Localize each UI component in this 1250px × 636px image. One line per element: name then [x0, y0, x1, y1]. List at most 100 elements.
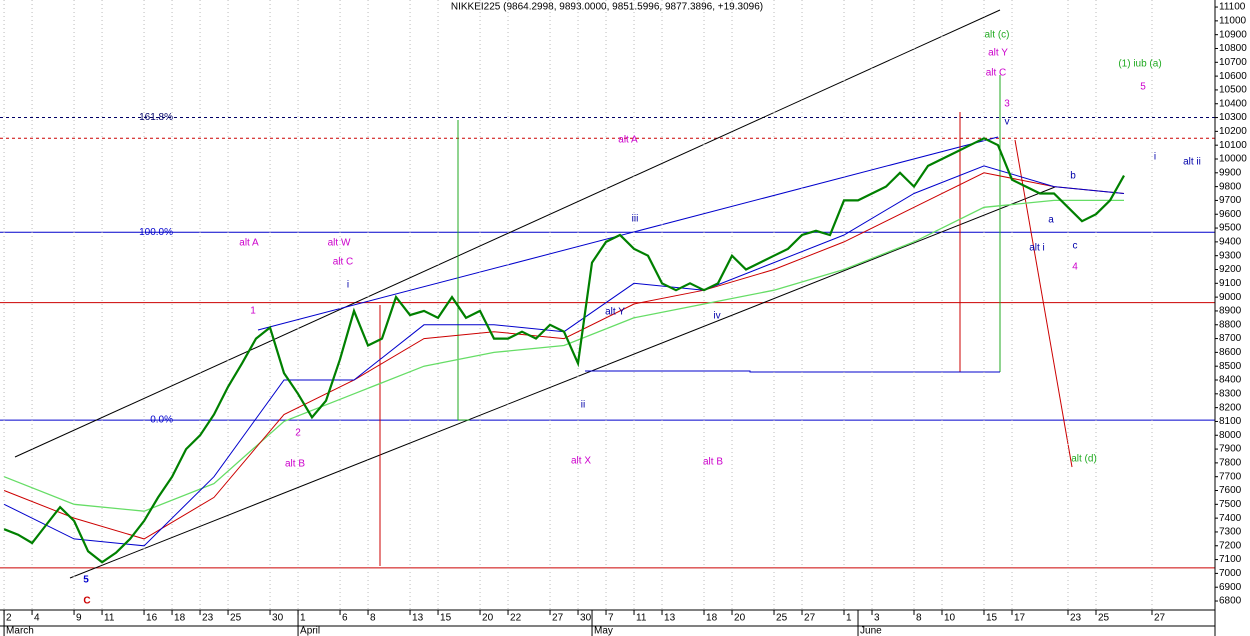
y-tick-label: 10200	[1219, 126, 1247, 137]
y-tick-label: 10800	[1219, 43, 1247, 54]
y-tick-label: 10000	[1219, 154, 1247, 165]
wave-label: iii	[632, 214, 639, 225]
x-tick-label: 15	[440, 613, 452, 624]
level-label: 161.8%	[139, 112, 173, 123]
level-label: 0.0%	[150, 415, 173, 426]
x-tick-label: 23	[202, 613, 214, 624]
y-tick-label: 10400	[1219, 98, 1247, 109]
x-tick-label: 25	[230, 613, 242, 624]
y-tick-label: 7200	[1219, 540, 1242, 551]
wave-label: alt A	[618, 135, 638, 146]
x-tick-label: 18	[706, 613, 718, 624]
y-tick-label: 7000	[1219, 568, 1242, 579]
drawn-lines	[14, 9, 1073, 579]
chart-title: NIKKEI225 (9864.2998, 9893.0000, 9851.59…	[451, 2, 763, 13]
support-line	[585, 370, 1000, 373]
x-tick-label: 25	[776, 613, 788, 624]
x-tick-label: 1	[846, 613, 852, 624]
y-tick-label: 10100	[1219, 140, 1247, 151]
wave-label: alt C	[333, 257, 354, 268]
wave-label: alt B	[285, 459, 305, 470]
x-tick-label: 8	[370, 613, 376, 624]
wave-label: alt (d)	[1071, 454, 1097, 465]
wave-label: i	[1154, 152, 1156, 163]
x-tick-label: 30	[580, 613, 592, 624]
level-label: 100.0%	[139, 227, 173, 238]
x-tick-label: 11	[104, 613, 115, 624]
wave-label: b	[1070, 171, 1076, 182]
x-tick-label: 15	[986, 613, 998, 624]
y-tick-label: 7400	[1219, 513, 1242, 524]
wave-label: alt A	[239, 238, 259, 249]
y-tick-label: 9600	[1219, 209, 1242, 220]
wave-label: 4	[1072, 262, 1078, 273]
x-tick-label: 13	[412, 613, 424, 624]
y-tick-label: 8900	[1219, 306, 1242, 317]
wave-label: c	[1073, 241, 1078, 252]
y-tick-label: 9700	[1219, 195, 1242, 206]
price-line	[3, 172, 1125, 540]
y-tick-label: 11000	[1219, 15, 1247, 26]
y-tick-label: 8800	[1219, 319, 1242, 330]
wave-label: alt C	[986, 68, 1007, 79]
x-tick-label: 22	[510, 613, 522, 624]
channel-lower	[69, 186, 1056, 579]
y-tick-label: 10300	[1219, 112, 1247, 123]
wave-label: ii	[581, 400, 585, 411]
wave-label: v	[1005, 117, 1010, 128]
x-tick-label: 10	[944, 613, 956, 624]
y-tick-label: 7800	[1219, 458, 1242, 469]
wave-label: alt Y	[988, 48, 1008, 59]
month-label: March	[6, 626, 34, 636]
wave-label: alt i	[1029, 243, 1045, 254]
x-tick-label: 3	[874, 613, 880, 624]
x-tick-label: 20	[734, 613, 746, 624]
y-tick-label: 9000	[1219, 292, 1242, 303]
y-tick-label: 6900	[1219, 582, 1242, 593]
y-tick-label: 9200	[1219, 264, 1242, 275]
y-tick-label: 8600	[1219, 347, 1242, 358]
wave-label: 2	[295, 428, 301, 439]
wave-label: alt Y	[605, 307, 625, 318]
y-tick-label: 9100	[1219, 278, 1242, 289]
wave-label: C	[83, 596, 90, 607]
y-tick-label: 10700	[1219, 57, 1247, 68]
y-tick-label: 7700	[1219, 471, 1242, 482]
x-tick-label: 30	[272, 613, 284, 624]
wave-label: 5	[1140, 82, 1146, 93]
x-tick-label: 8	[916, 613, 922, 624]
projection-line	[1014, 139, 1073, 468]
x-tick-label: 20	[482, 613, 494, 624]
wave-label: alt B	[703, 457, 723, 468]
y-tick-label: 7300	[1219, 527, 1242, 538]
y-tick-label: 8100	[1219, 416, 1242, 427]
y-tick-label: 8400	[1219, 375, 1242, 386]
trend-line	[257, 136, 999, 331]
x-tick-label: 25	[1098, 613, 1110, 624]
x-tick-label: 18	[174, 613, 186, 624]
x-tick-label: 16	[146, 613, 158, 624]
x-tick-label: 4	[34, 613, 40, 624]
x-tick-label: 13	[664, 613, 676, 624]
y-tick-label: 11100	[1219, 2, 1246, 13]
y-tick-label: 8500	[1219, 361, 1242, 372]
x-tick-label: 6	[342, 613, 348, 624]
x-tick-label: 17	[1014, 613, 1026, 624]
y-tick-label: 10900	[1219, 29, 1247, 40]
wave-label: iv	[713, 311, 720, 322]
x-tick-label: 2	[6, 613, 12, 624]
y-tick-label: 8300	[1219, 388, 1242, 399]
y-tick-label: 9300	[1219, 250, 1242, 261]
wave-label: alt W	[328, 238, 351, 249]
wave-label: 5	[83, 575, 89, 586]
wave-label: i	[347, 280, 349, 291]
x-tick-label: 27	[804, 613, 816, 624]
price-line	[3, 199, 1124, 512]
x-tick-label: 27	[552, 613, 564, 624]
y-tick-label: 8000	[1219, 430, 1242, 441]
y-tick-label: 9400	[1219, 237, 1242, 248]
wave-label: 3	[1004, 99, 1010, 110]
wave-label: 1	[250, 306, 256, 317]
month-label: June	[860, 626, 882, 636]
